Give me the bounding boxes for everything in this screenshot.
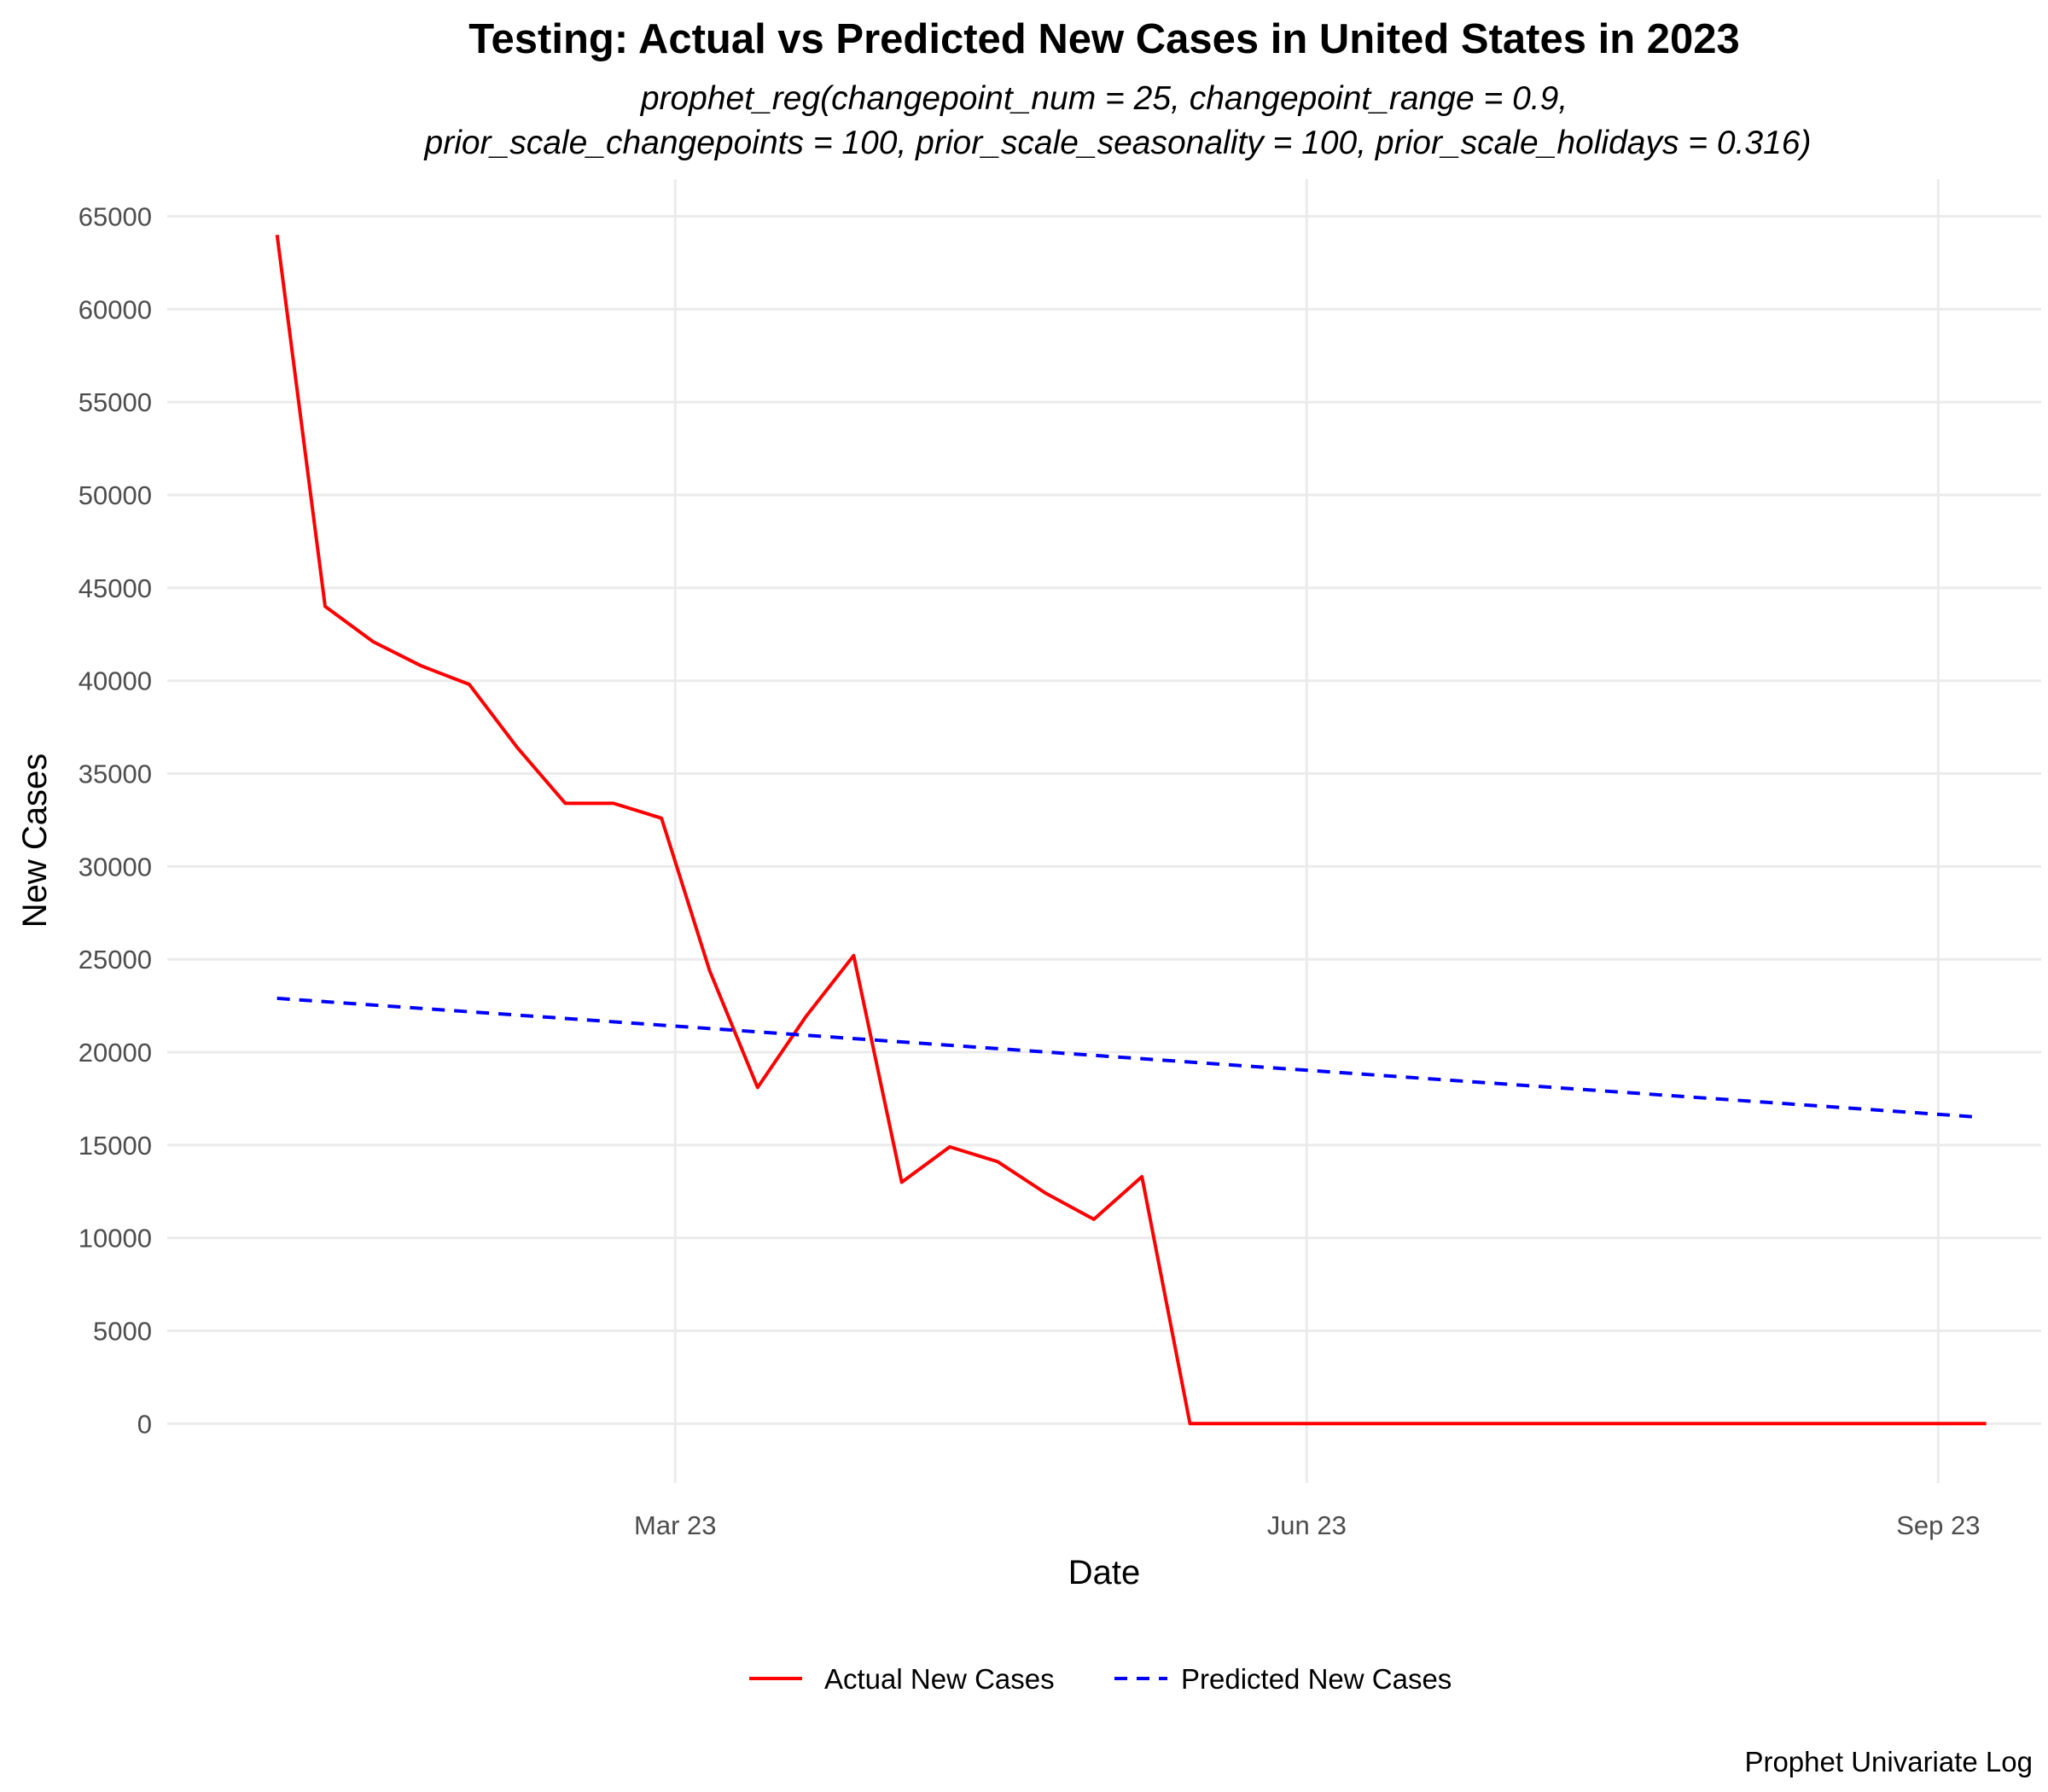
- y-tick-label: 30000: [79, 852, 152, 881]
- x-gridlines: [673, 179, 1940, 1483]
- y-tick-label: 50000: [79, 480, 152, 510]
- series-layer: [275, 235, 1987, 1426]
- y-tick-label: 45000: [79, 573, 152, 603]
- legend: Actual New Cases Predicted New Cases: [749, 1663, 1452, 1695]
- y-tick-label: 35000: [79, 759, 152, 789]
- y-tick-labels: 0 5000 10000 15000 20000 25000 30000 35000 40000…: [79, 202, 152, 1440]
- x-tick-labels: Mar 23 Jun 23 Sep 23: [634, 1510, 1980, 1540]
- legend-label-actual: Actual New Cases: [824, 1663, 1055, 1695]
- y-tick-label: 25000: [79, 945, 152, 975]
- x-axis-title: Date: [1068, 1554, 1141, 1591]
- legend-label-predicted: Predicted New Cases: [1181, 1663, 1452, 1695]
- y-tick-label: 10000: [79, 1224, 152, 1254]
- y-tick-label: 60000: [79, 294, 152, 324]
- x-tick-label: Sep 23: [1896, 1510, 1980, 1540]
- chart-title: Testing: Actual vs Predicted New Cases i…: [468, 16, 1740, 62]
- chart-caption: Prophet Univariate Log: [1744, 1746, 2033, 1777]
- y-tick-label: 40000: [79, 666, 152, 696]
- y-axis-title: New Cases: [16, 753, 54, 928]
- x-tick-label: Mar 23: [634, 1510, 716, 1540]
- chart-subtitle-line-1: prophet_reg(changepoint_num = 25, change…: [640, 80, 1568, 117]
- y-tick-label: 55000: [79, 387, 152, 417]
- y-tick-label: 15000: [79, 1131, 152, 1161]
- y-tick-label: 0: [137, 1409, 152, 1439]
- y-tick-label: 5000: [93, 1317, 152, 1347]
- y-tick-label: 20000: [79, 1038, 152, 1068]
- y-gridlines: [167, 215, 2041, 1425]
- series-line-actual: [275, 235, 1987, 1426]
- chart-subtitle-line-2: prior_scale_changepoints = 100, prior_sc…: [424, 125, 1812, 161]
- x-tick-label: Jun 23: [1267, 1510, 1347, 1540]
- series-line-predicted: [276, 996, 1980, 1120]
- y-tick-label: 65000: [79, 202, 152, 232]
